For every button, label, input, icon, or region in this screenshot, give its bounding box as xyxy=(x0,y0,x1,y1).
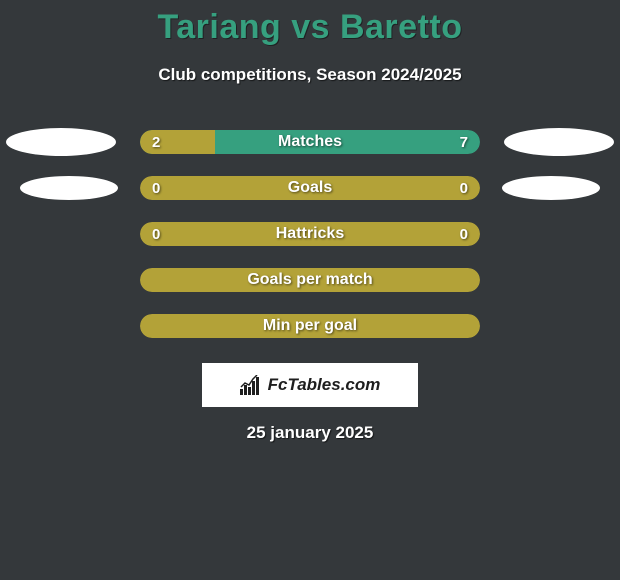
stat-bar: Hattricks00 xyxy=(140,222,480,246)
bar-left-fill xyxy=(140,130,215,154)
right-player-ellipse xyxy=(502,176,600,200)
footer-date: 25 january 2025 xyxy=(0,423,620,443)
right-player-ellipse xyxy=(504,128,614,156)
brand-chart-icon xyxy=(240,375,264,395)
brand: FcTables.com xyxy=(240,375,381,395)
bar-right-fill xyxy=(140,268,480,292)
comparison-chart: Matches27 Goals00 Hattricks00 Goals per mat… xyxy=(0,119,620,349)
bar-right-fill xyxy=(140,222,480,246)
stat-bar: Matches27 xyxy=(140,130,480,154)
brand-box: FcTables.com xyxy=(202,363,418,407)
bar-right-fill xyxy=(140,176,480,200)
stat-bar: Min per goal xyxy=(140,314,480,338)
stat-bar: Goals per match xyxy=(140,268,480,292)
left-player-ellipse xyxy=(6,128,116,156)
stat-row: Goals per match xyxy=(0,257,620,303)
stat-row: Hattricks00 xyxy=(0,211,620,257)
stat-row: Goals00 xyxy=(0,165,620,211)
brand-text: FcTables.com xyxy=(268,375,381,395)
page-title: Tariang vs Baretto xyxy=(0,0,620,47)
bar-right-fill xyxy=(140,314,480,338)
stat-row: Min per goal xyxy=(0,303,620,349)
page-subtitle: Club competitions, Season 2024/2025 xyxy=(0,65,620,85)
left-player-ellipse xyxy=(20,176,118,200)
stat-row: Matches27 xyxy=(0,119,620,165)
stat-bar: Goals00 xyxy=(140,176,480,200)
